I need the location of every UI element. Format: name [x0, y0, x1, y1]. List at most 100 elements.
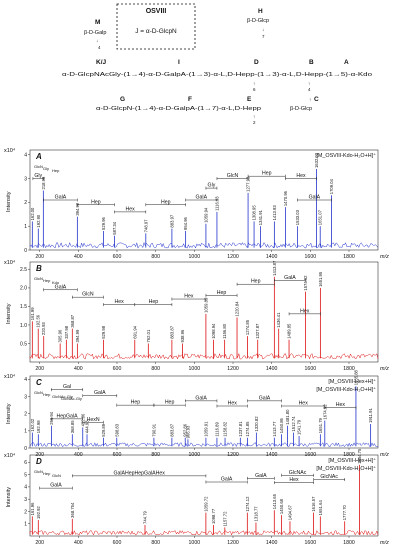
y-tick-label: 3	[24, 176, 27, 182]
bracket-label: GalA	[55, 284, 67, 290]
peak-label: 790.91	[151, 423, 156, 436]
peak-label: 444.93	[85, 420, 90, 433]
bracket-label: GalAHepHepGalAHex	[113, 470, 165, 476]
small-label: Hep	[43, 278, 51, 283]
x-tick-label: 400	[74, 366, 83, 372]
link-h-num: 7	[262, 34, 265, 39]
y-tick-label: 3	[24, 394, 27, 400]
y-axis-label: Intensity	[6, 403, 12, 424]
y-tick-label: 5	[24, 472, 27, 478]
peak-label: 1098.94	[211, 323, 216, 339]
peak-label: 883.87	[169, 423, 174, 436]
y-axis-label: Intensity	[6, 303, 12, 324]
y-tick-label: 2	[24, 200, 27, 206]
letter-b: B	[309, 59, 314, 66]
x-tick-label: 1200	[227, 254, 239, 260]
peak-label: 1413.65	[272, 493, 277, 509]
residue-m: β-D-Galp	[84, 30, 106, 36]
y-tick-label: 1	[24, 522, 27, 528]
bracket-label: Hex	[228, 401, 238, 407]
peak-label: 1777.70	[342, 504, 347, 520]
panel-letter: C	[36, 378, 42, 387]
ion-label: [M_OSVIII-Kdo-H₂O+H]⁺	[316, 465, 376, 472]
bracket-label: GalA	[196, 195, 208, 201]
peak-label: 1489.85	[287, 323, 292, 339]
panel-letter: A	[35, 152, 42, 161]
peak-label: 192.90	[36, 214, 41, 227]
peak-label: 1274.12	[245, 496, 250, 512]
link-e-arrow: ↑	[253, 114, 255, 119]
peak-label: 1158.82	[223, 421, 228, 436]
bracket-label: Gly	[34, 173, 42, 179]
ion-label: [M_OSVIII-Hex+H]⁺	[328, 378, 376, 385]
small-label: Hep	[43, 471, 51, 476]
plot-frame	[29, 454, 379, 537]
bracket-label: GlcNAc	[320, 474, 338, 480]
y-tick-label: 1	[24, 224, 27, 230]
peak-label: 1156.80	[222, 323, 227, 338]
spectrum-baseline	[29, 529, 379, 536]
peak-label: 1059.94	[203, 207, 208, 223]
peak-label: 1059.91	[203, 421, 208, 437]
peak-label: 218.98	[41, 176, 46, 189]
peak-label: 1481.80	[285, 409, 290, 425]
bracket-label: Hex	[184, 294, 194, 300]
y-tick-label: 3	[24, 497, 27, 503]
y-tick-label: 2	[24, 412, 27, 418]
peak-label: 1854.75	[357, 448, 362, 464]
link-b-num: 4	[308, 87, 311, 92]
link-e-num: 2	[253, 120, 256, 125]
peak-label: 368.85	[70, 420, 75, 433]
peak-label: 1308.95	[252, 205, 257, 221]
x-tick-label: 800	[151, 254, 160, 260]
link-h-arrow: ↓	[262, 27, 264, 32]
small-label: GlcN	[34, 469, 43, 474]
peak-label: 1327.87	[255, 323, 260, 339]
peak-label: 1450.86	[279, 417, 284, 433]
y-tick-label: 4	[24, 485, 27, 491]
ion-label: [M_OSVIII-Hex+H]⁺	[328, 457, 376, 464]
peak-label: 1116.93	[214, 196, 219, 211]
bracket-label: Hex	[300, 308, 310, 314]
small-label: Hep	[52, 168, 60, 173]
peak-label: 161.99	[30, 307, 35, 320]
spectrum-baseline	[29, 352, 379, 360]
peak-label: 1157.72	[222, 511, 227, 526]
small-label: GlcNAc-Gly	[61, 396, 82, 401]
spectrum-baseline	[29, 241, 379, 249]
letter-a: A	[344, 59, 349, 66]
x-tick-label: 600	[113, 540, 122, 546]
x-tick-label: 800	[151, 366, 160, 372]
y-tick-label: 0.5	[20, 341, 27, 347]
peak-label: 1450.68	[279, 498, 284, 514]
peak-label: 1616.57	[311, 496, 316, 512]
y-tick-label: 2.0	[20, 286, 27, 292]
peak-label: 529.98	[101, 325, 106, 338]
x-tick-label: 800	[151, 540, 160, 546]
small-label: Hep	[43, 392, 51, 397]
bracket-label: GalA	[221, 477, 233, 483]
y-tick-label: 6	[24, 460, 27, 466]
link-d-num: 6	[253, 87, 256, 92]
residue-h: β-D-Glcp	[247, 18, 269, 24]
small-label: GlcNAc-Gly	[52, 394, 73, 399]
peak-label: 220.93	[41, 322, 46, 335]
small-label: GlcN	[34, 164, 43, 169]
peak-label: 1674.82	[322, 404, 327, 420]
bracket-label: Gal	[63, 384, 71, 390]
x-unit-label: m/z	[380, 452, 389, 458]
peak-label: 368.754	[70, 502, 75, 518]
peak-label: 1413.93	[272, 205, 277, 221]
x-tick-label: 1400	[266, 366, 278, 372]
small-label: GlcN	[34, 390, 43, 395]
panel-letter: D	[36, 457, 42, 466]
link-c-arrow: ↑	[309, 97, 311, 102]
spectrum-panel-c: x10⁴ C Intensity 0 1 2 3 4 200 400 600 800 1000 1200 1…	[4, 369, 389, 458]
letter-m: M	[95, 19, 100, 26]
x-tick-label: 600	[113, 254, 122, 260]
bracket-label: GalA	[309, 195, 321, 201]
x-tick-label: 1200	[227, 540, 239, 546]
osviii-box	[116, 3, 196, 50]
y-tick-label: 1.5	[20, 304, 27, 310]
